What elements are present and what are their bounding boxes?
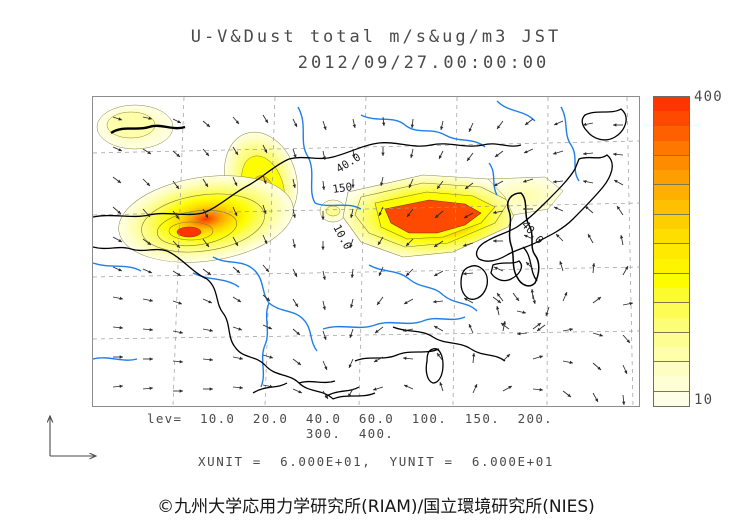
colorbar-band <box>654 361 689 377</box>
colorbar-band <box>654 125 689 141</box>
contour-levels-line-1: lev= 10.0 20.0 40.0 60.0 100. 150. 200. <box>147 411 553 426</box>
colorbar-band <box>654 170 689 185</box>
map-plot-area[interactable]: 40.0 150 10.0 40.0 <box>92 96 640 407</box>
colorbar-band <box>654 154 689 171</box>
plot-title-block: U-V&Dust total m/s&ug/m3 JST 2012/09/27.… <box>0 24 752 76</box>
colorbar-band <box>654 199 689 214</box>
colorbar-band <box>654 331 689 347</box>
colorbar-band <box>654 272 689 289</box>
graticule-lines <box>93 97 639 406</box>
colorbar-max-label: 400 <box>694 89 723 105</box>
colorbar-band <box>654 213 689 230</box>
colorbar-band <box>654 390 689 406</box>
colorbar-band <box>654 258 689 273</box>
colorbar-band <box>654 317 689 332</box>
vector-scale-key <box>38 404 108 462</box>
contour-label: 150 <box>332 180 353 196</box>
colorbar-min-label: 10 <box>694 392 714 408</box>
colorbar-band <box>654 111 689 126</box>
colorbar-band <box>654 229 689 244</box>
page-title: U-V&Dust total m/s&ug/m3 JST <box>190 27 562 47</box>
plot-datetime: 2012/09/27.00:00:00 <box>297 53 550 73</box>
map-canvas: 40.0 150 10.0 40.0 <box>93 97 639 406</box>
colorbar-band <box>654 140 689 155</box>
vector-key-svg <box>38 404 108 462</box>
wind-vector-field <box>112 114 634 406</box>
credit-line: ©九州大学応用力学研究所(RIAM)/国立環境研究所(NIES) <box>157 497 595 517</box>
colorbar-band <box>654 376 689 391</box>
contour-levels-line-2: 300. 400. <box>305 426 395 441</box>
colorbar-band <box>654 97 689 112</box>
colorbar-band <box>654 288 689 303</box>
axis-units-line: XUNIT = 6.000E+01, YUNIT = 6.000E+01 <box>198 454 554 469</box>
colorbar-band <box>654 184 689 200</box>
colorbar-band <box>654 302 689 318</box>
river-lines <box>93 100 580 388</box>
colorbar-band <box>654 346 689 362</box>
colorbar-band <box>654 243 689 259</box>
colorbar[interactable] <box>653 96 690 407</box>
